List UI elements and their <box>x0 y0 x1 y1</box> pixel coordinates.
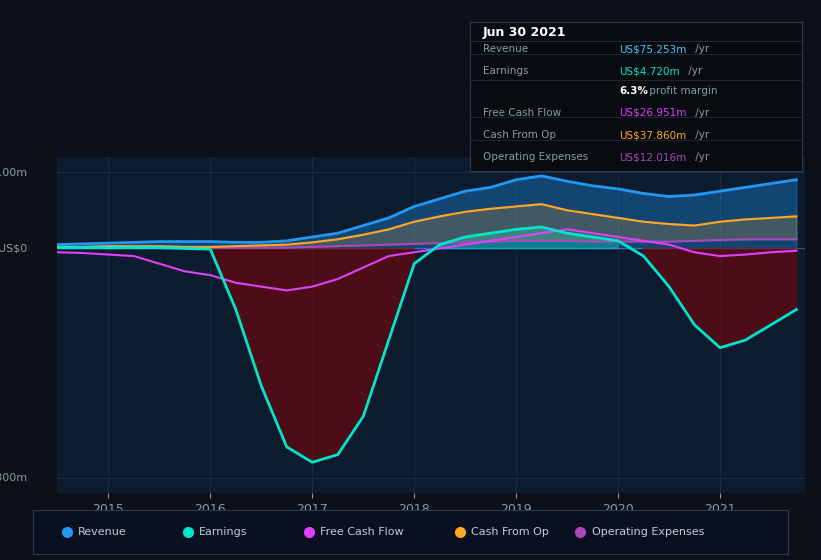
Text: Revenue: Revenue <box>483 44 528 54</box>
Text: Earnings: Earnings <box>199 527 247 537</box>
Text: Free Cash Flow: Free Cash Flow <box>320 527 403 537</box>
Text: Earnings: Earnings <box>483 67 529 76</box>
Text: US$0: US$0 <box>0 244 28 254</box>
Text: 6.3%: 6.3% <box>619 86 649 96</box>
Text: profit margin: profit margin <box>646 86 718 96</box>
Text: Cash From Op: Cash From Op <box>471 527 548 537</box>
Text: Operating Expenses: Operating Expenses <box>592 527 704 537</box>
Text: US$4.720m: US$4.720m <box>619 67 680 76</box>
Text: /yr: /yr <box>692 152 709 162</box>
Text: -US$300m: -US$300m <box>0 473 28 483</box>
Text: US$75.253m: US$75.253m <box>619 44 686 54</box>
Text: /yr: /yr <box>692 108 709 118</box>
Text: US$100m: US$100m <box>0 167 28 177</box>
Text: US$26.951m: US$26.951m <box>619 108 686 118</box>
Text: US$12.016m: US$12.016m <box>619 152 686 162</box>
Text: Operating Expenses: Operating Expenses <box>483 152 588 162</box>
Text: US$37.860m: US$37.860m <box>619 130 686 140</box>
Text: /yr: /yr <box>685 67 702 76</box>
Text: /yr: /yr <box>692 44 709 54</box>
Text: Cash From Op: Cash From Op <box>483 130 556 140</box>
Text: /yr: /yr <box>692 130 709 140</box>
Text: Free Cash Flow: Free Cash Flow <box>483 108 561 118</box>
Text: Jun 30 2021: Jun 30 2021 <box>483 26 566 39</box>
Text: Revenue: Revenue <box>78 527 127 537</box>
